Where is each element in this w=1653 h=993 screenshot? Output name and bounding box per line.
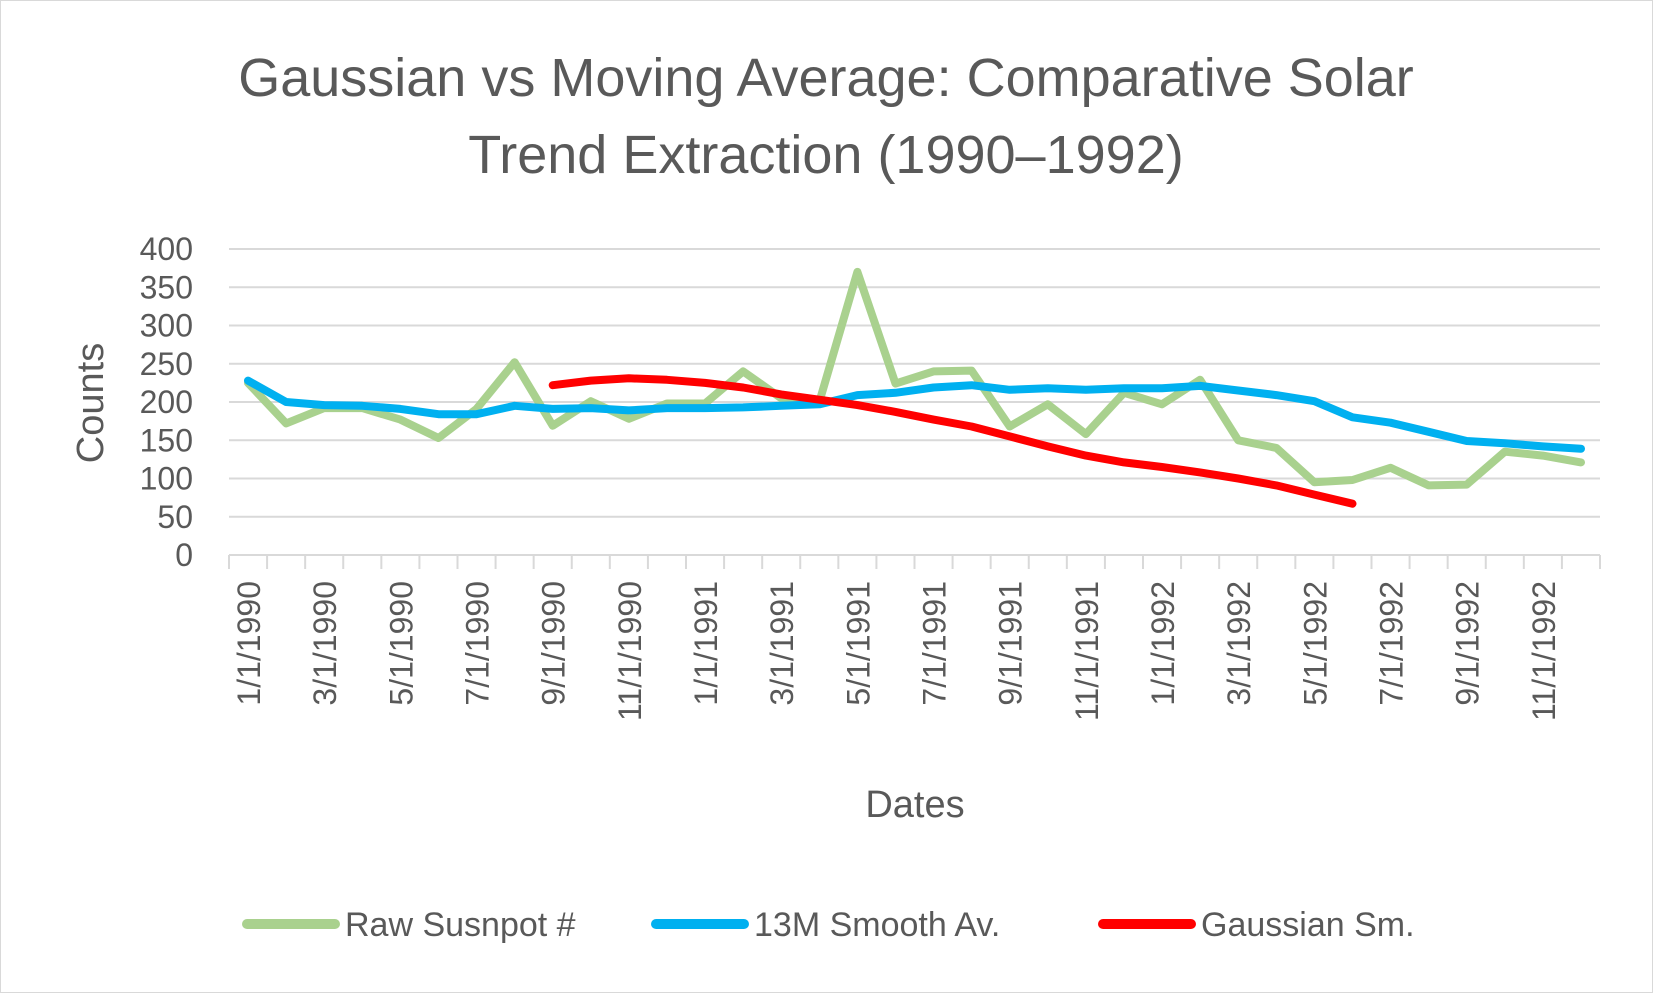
x-tick-label: 11/1/1991 [1069,581,1105,721]
y-tick-label: 400 [140,231,193,267]
x-tick-label: 11/1/1990 [612,581,648,721]
x-tick-label: 7/1/1992 [1374,581,1410,706]
y-axis-title: Counts [70,343,112,463]
y-tick-label: 300 [140,308,193,344]
series-lines [244,267,1585,508]
x-tick-label: 9/1/1991 [993,581,1029,706]
x-tick-label: 7/1/1990 [460,581,496,706]
legend: Raw Susnpot # 13M Smooth Av. Gaussian Sm. [242,906,1415,944]
x-tick-label: 5/1/1991 [840,581,876,706]
legend-label-2: 13M Smooth Av. [754,906,1000,944]
x-tick-label: 5/1/1992 [1297,581,1333,706]
x-axis [228,554,1601,569]
y-tick-label: 100 [140,461,193,497]
y-tick-label: 250 [140,346,193,382]
x-axis-title: Dates [865,784,964,826]
y-tick-label: 200 [140,384,193,420]
series-line-2 [244,376,1585,453]
series-line-1 [244,267,1585,490]
series-line-3 [548,374,1357,508]
x-tick-label: 3/1/1992 [1221,581,1257,706]
x-tick-label: 3/1/1990 [307,581,343,706]
chart-title-line-1: Gaussian vs Moving Average: Comparative … [238,48,1414,108]
x-tick-label: 9/1/1990 [536,581,572,706]
x-axis-tick-labels: 1/1/1990 3/1/1990 5/1/1990 7/1/1990 9/1/1990… [231,581,1562,721]
y-tick-label: 350 [140,269,193,305]
y-tick-label: 150 [140,422,193,458]
chart-title-line-2: Trend Extraction (1990–1992) [468,125,1183,185]
legend-label-3: Gaussian Sm. [1201,906,1415,944]
y-tick-label: 0 [175,537,193,573]
legend-label-1: Raw Susnpot # [345,906,576,944]
gridlines [229,248,1600,518]
x-tick-label: 9/1/1992 [1450,581,1486,706]
x-tick-label: 11/1/1992 [1526,581,1562,721]
x-tick-label: 5/1/1990 [383,581,419,706]
x-tick-label: 1/1/1991 [688,581,724,706]
x-tick-label: 7/1/1991 [917,581,953,706]
y-tick-label: 50 [157,499,193,535]
x-tick-label: 1/1/1992 [1145,581,1181,706]
x-tick-label: 1/1/1990 [231,581,267,706]
x-tick-label: 3/1/1991 [764,581,800,706]
